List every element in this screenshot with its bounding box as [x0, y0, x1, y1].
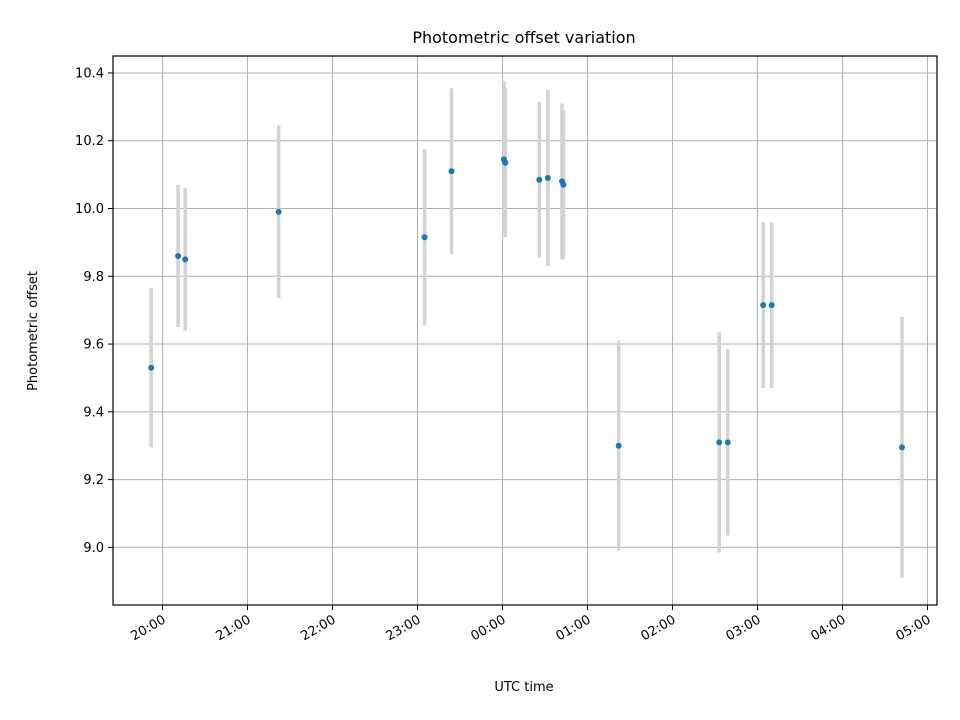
y-tick-label: 10.4: [75, 66, 104, 81]
grid: [113, 56, 937, 605]
y-tick-label: 9.6: [83, 338, 104, 353]
data-point: [615, 442, 622, 449]
plot-frame: [112, 55, 938, 606]
y-axis-label: Photometric offset: [26, 271, 41, 391]
data-point: [768, 302, 775, 309]
data-point: [899, 444, 905, 451]
y-tick-label: 10.2: [75, 134, 104, 149]
data-point: [502, 159, 509, 166]
data-point: [536, 176, 543, 183]
data-point: [421, 234, 428, 241]
y-tick-label: 9.2: [83, 473, 104, 488]
y-tick-label: 9.8: [83, 270, 104, 285]
x-axis-label: UTC time: [494, 680, 553, 695]
data-point: [716, 439, 723, 446]
data-point: [448, 168, 455, 175]
data-point: [148, 364, 155, 371]
data-point: [560, 181, 567, 188]
data-point: [760, 302, 767, 309]
data-point: [175, 252, 182, 259]
y-tick-label: 9.4: [83, 405, 104, 420]
y-tick-label: 10.0: [75, 202, 104, 217]
data-points: [148, 156, 905, 451]
data-point: [182, 256, 189, 263]
y-tick-label: 9.0: [83, 541, 104, 556]
data-point: [544, 175, 551, 181]
data-point: [275, 208, 282, 215]
data-point: [724, 439, 731, 446]
chart-title: Photometric offset variation: [412, 28, 635, 47]
